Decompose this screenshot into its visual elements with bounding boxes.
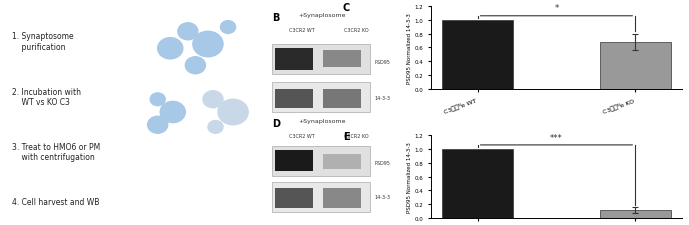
- FancyBboxPatch shape: [275, 189, 313, 208]
- FancyBboxPatch shape: [323, 51, 361, 68]
- Text: 14-3-3: 14-3-3: [375, 195, 391, 200]
- Bar: [442, 20, 513, 90]
- Text: B: B: [272, 13, 280, 23]
- Text: +Synaplosome: +Synaplosome: [298, 13, 346, 18]
- FancyBboxPatch shape: [275, 49, 313, 70]
- Circle shape: [147, 117, 167, 134]
- Text: C3CR2 WT: C3CR2 WT: [289, 28, 315, 33]
- Text: 3. Treat to HMO6 or PM
    with centrifugation: 3. Treat to HMO6 or PM with centrifugati…: [12, 142, 100, 161]
- Text: 2. Incubation with
    WT vs KO C3: 2. Incubation with WT vs KO C3: [12, 87, 81, 106]
- Text: C3CR2 KO: C3CR2 KO: [344, 28, 369, 33]
- Bar: [600, 43, 670, 90]
- Y-axis label: PSD95 Normalized 14-3-3: PSD95 Normalized 14-3-3: [407, 13, 411, 83]
- Text: 1. Synaptosome
    purification: 1. Synaptosome purification: [12, 32, 74, 52]
- Text: *: *: [555, 4, 559, 13]
- Text: E: E: [343, 131, 349, 141]
- Text: C3CR2 KO: C3CR2 KO: [344, 134, 369, 139]
- Text: 14-3-3: 14-3-3: [375, 95, 391, 100]
- Text: +Synaplosome: +Synaplosome: [298, 119, 346, 124]
- Circle shape: [161, 102, 185, 123]
- Circle shape: [150, 93, 165, 106]
- FancyBboxPatch shape: [323, 155, 361, 170]
- Text: PSD95: PSD95: [375, 59, 391, 64]
- Circle shape: [203, 91, 223, 108]
- FancyBboxPatch shape: [272, 45, 370, 74]
- Text: D: D: [272, 119, 280, 129]
- Circle shape: [193, 32, 223, 58]
- Bar: [600, 210, 670, 218]
- Circle shape: [185, 58, 205, 74]
- FancyBboxPatch shape: [272, 182, 370, 212]
- Circle shape: [208, 121, 223, 134]
- FancyBboxPatch shape: [275, 151, 313, 172]
- Text: 4. Cell harvest and WB: 4. Cell harvest and WB: [12, 197, 99, 206]
- Text: C3CR2 WT: C3CR2 WT: [289, 134, 315, 139]
- FancyBboxPatch shape: [323, 189, 361, 208]
- FancyBboxPatch shape: [275, 89, 313, 108]
- Circle shape: [220, 22, 236, 34]
- FancyBboxPatch shape: [272, 146, 370, 176]
- Circle shape: [218, 100, 248, 125]
- FancyBboxPatch shape: [323, 89, 361, 108]
- FancyBboxPatch shape: [272, 83, 370, 112]
- Bar: [442, 149, 513, 218]
- Y-axis label: PSD95 Normalized 14-3-3: PSD95 Normalized 14-3-3: [407, 142, 411, 212]
- Text: ***: ***: [550, 133, 563, 142]
- Circle shape: [178, 24, 198, 40]
- Text: PSD95: PSD95: [375, 161, 391, 166]
- Text: C: C: [343, 3, 350, 13]
- Circle shape: [158, 38, 183, 60]
